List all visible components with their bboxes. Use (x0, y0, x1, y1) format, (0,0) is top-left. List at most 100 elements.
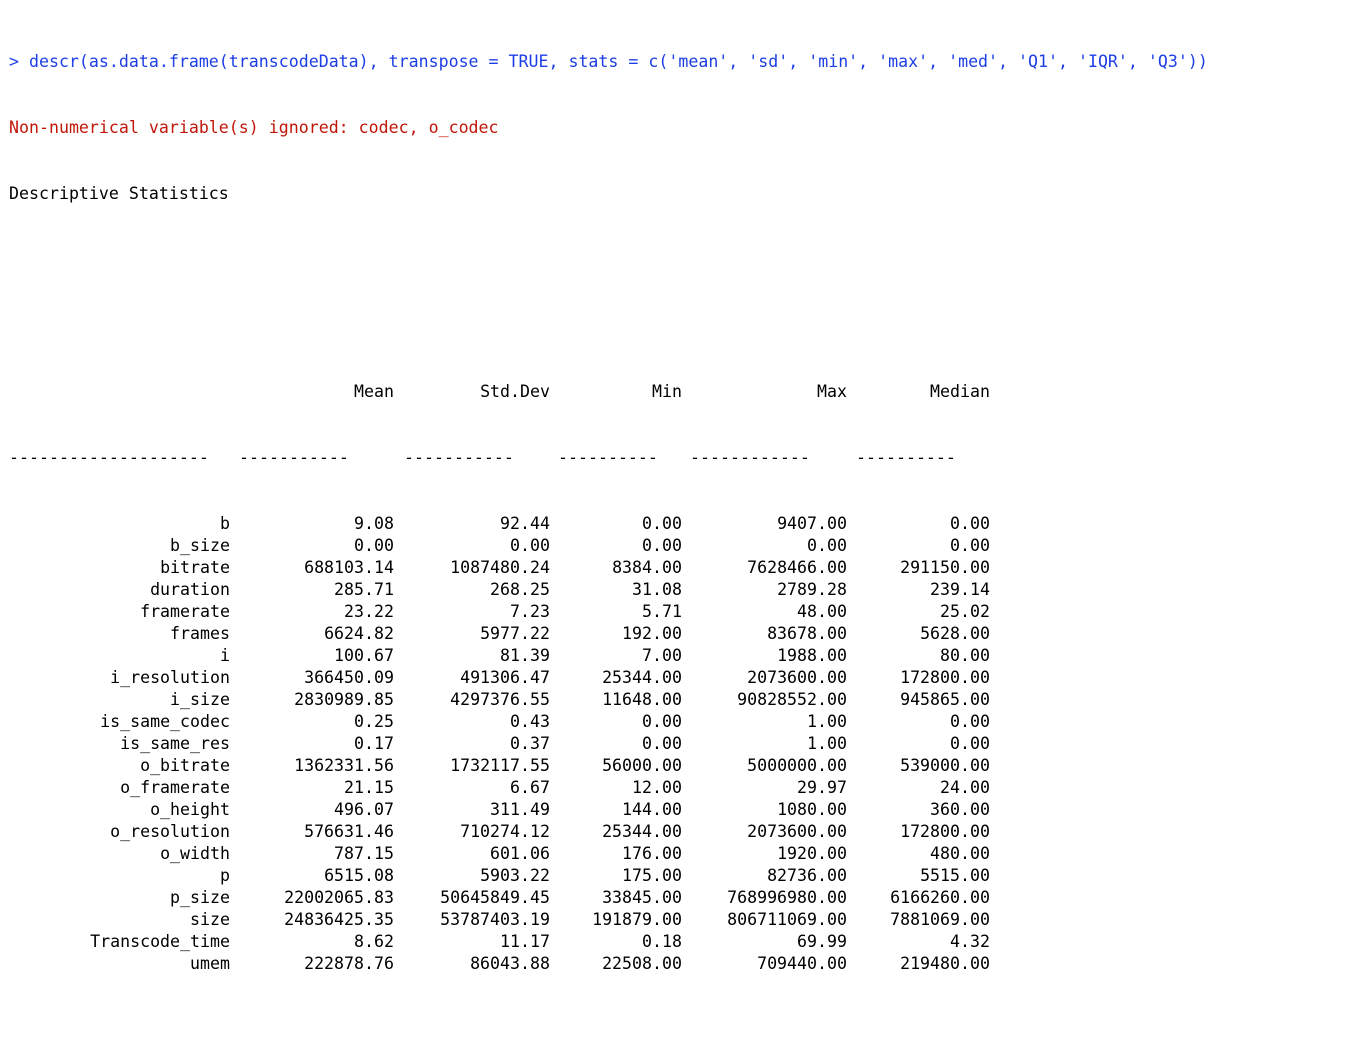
cell-min: 144.00 (622, 800, 682, 819)
cell-median: 239.14 (930, 580, 990, 599)
cell-max: 768996980.00 (727, 888, 847, 907)
cell-mean: 24836425.35 (284, 910, 394, 929)
warning-message: Non-numerical variable(s) ignored: codec… (9, 118, 499, 137)
cell-median: 291150.00 (900, 558, 990, 577)
cell-min: 22508.00 (602, 954, 682, 973)
table-row: umem 222878.76 86043.88 22508.00 709440.00 21… (9, 953, 1345, 975)
cell-stddev: 601.06 (490, 844, 550, 863)
row-label: umem (190, 954, 230, 973)
cell-min: 11648.00 (602, 690, 682, 709)
cell-max: 0.00 (807, 536, 847, 555)
cell-median: 7881069.00 (890, 910, 990, 929)
table-row: is_same_res 0.17 0.37 0.00 1.00 0.00 (9, 733, 1345, 755)
cell-stddev: 6.67 (510, 778, 550, 797)
cell-stddev: 710274.12 (460, 822, 550, 841)
table-row: framerate 23.22 7.23 5.71 48.00 25.02 (9, 601, 1345, 623)
row-label: framerate (140, 602, 230, 621)
cell-min: 56000.00 (602, 756, 682, 775)
cell-median: 360.00 (930, 800, 990, 819)
row-label: o_resolution (110, 822, 230, 841)
cell-max: 48.00 (797, 602, 847, 621)
cell-mean: 0.17 (354, 734, 394, 753)
cell-max: 2789.28 (777, 580, 847, 599)
table-row: i_size 2830989.85 4297376.55 11648.00 908285… (9, 689, 1345, 711)
table-row: Transcode_time 8.62 11.17 0.18 69.99 4.32 (9, 931, 1345, 953)
cell-max: 82736.00 (767, 866, 847, 885)
cell-max: 1.00 (807, 734, 847, 753)
separator: -------------------- (9, 448, 209, 467)
cell-mean: 222878.76 (304, 954, 394, 973)
cell-stddev: 5977.22 (480, 624, 550, 643)
cell-min: 8384.00 (612, 558, 682, 577)
table-row: i_resolution 366450.09 491306.47 25344.00 20… (9, 667, 1345, 689)
header-cell-min: Min (652, 382, 682, 401)
cell-max: 709440.00 (757, 954, 847, 973)
separator: ------------ (690, 448, 810, 467)
cell-max: 29.97 (797, 778, 847, 797)
row-label: is_same_codec (100, 712, 230, 731)
row-label: duration (150, 580, 230, 599)
cell-median: 5628.00 (920, 624, 990, 643)
header-cell (9, 381, 230, 403)
cell-mean: 100.67 (334, 646, 394, 665)
separator: ---------- (856, 448, 956, 467)
cell-mean: 0.00 (354, 536, 394, 555)
cell-stddev: 1087480.24 (450, 558, 550, 577)
cell-max: 2073600.00 (747, 822, 847, 841)
cell-min: 0.00 (642, 734, 682, 753)
row-label: frames (170, 624, 230, 643)
cell-stddev: 0.00 (510, 536, 550, 555)
cell-median: 5515.00 (920, 866, 990, 885)
cell-median: 6166260.00 (890, 888, 990, 907)
cell-mean: 576631.46 (304, 822, 394, 841)
cell-median: 0.00 (950, 536, 990, 555)
cell-stddev: 1732117.55 (450, 756, 550, 775)
table-row: o_height 496.07 311.49 144.00 1080.00 360.00 (9, 799, 1345, 821)
command-line[interactable]: > descr(as.data.frame(transcodeData), tr… (9, 52, 1208, 71)
cell-median: 172800.00 (900, 668, 990, 687)
header-cell-mean: Mean (354, 382, 394, 401)
row-label: p_size (170, 888, 230, 907)
cell-median: 172800.00 (900, 822, 990, 841)
row-label: p (220, 866, 230, 885)
table-separator-row: -------------------- ----------- -------… (9, 447, 1345, 469)
cell-mean: 688103.14 (304, 558, 394, 577)
cell-stddev: 0.43 (510, 712, 550, 731)
cell-min: 175.00 (622, 866, 682, 885)
cell-mean: 285.71 (334, 580, 394, 599)
cell-stddev: 53787403.19 (440, 910, 550, 929)
row-label: b (220, 514, 230, 533)
cell-max: 1920.00 (777, 844, 847, 863)
table-row: p 6515.08 5903.22 175.00 82736.00 5515.00 (9, 865, 1345, 887)
cell-max: 1080.00 (777, 800, 847, 819)
table-row: o_width 787.15 601.06 176.00 1920.00 480.00 (9, 843, 1345, 865)
table-row: i 100.67 81.39 7.00 1988.00 80.00 (9, 645, 1345, 667)
cell-stddev: 92.44 (500, 514, 550, 533)
cell-mean: 496.07 (334, 800, 394, 819)
table-row: b_size 0.00 0.00 0.00 0.00 0.00 (9, 535, 1345, 557)
table-row: is_same_codec 0.25 0.43 0.00 1.00 0.00 (9, 711, 1345, 733)
row-label: size (190, 910, 230, 929)
cell-stddev: 11.17 (500, 932, 550, 951)
cell-max: 7628466.00 (747, 558, 847, 577)
cell-stddev: 0.37 (510, 734, 550, 753)
table-row: size 24836425.35 53787403.19 191879.00 80671… (9, 909, 1345, 931)
cell-stddev: 7.23 (510, 602, 550, 621)
row-label: i (220, 646, 230, 665)
row-label: is_same_res (120, 734, 230, 753)
separator: ----------- (404, 448, 514, 467)
cell-min: 176.00 (622, 844, 682, 863)
cell-mean: 8.62 (354, 932, 394, 951)
header-cell-max: Max (817, 382, 847, 401)
cell-mean: 9.08 (354, 514, 394, 533)
cell-mean: 0.25 (354, 712, 394, 731)
cell-stddev: 491306.47 (460, 668, 550, 687)
table-row: o_bitrate 1362331.56 1732117.55 56000.00 500… (9, 755, 1345, 777)
cell-max: 9407.00 (777, 514, 847, 533)
cell-mean: 1362331.56 (294, 756, 394, 775)
separator: ---------- (558, 448, 658, 467)
cell-mean: 366450.09 (304, 668, 394, 687)
row-label: o_width (160, 844, 230, 863)
table-row: bitrate 688103.14 1087480.24 8384.00 7628466… (9, 557, 1345, 579)
cell-stddev: 268.25 (490, 580, 550, 599)
